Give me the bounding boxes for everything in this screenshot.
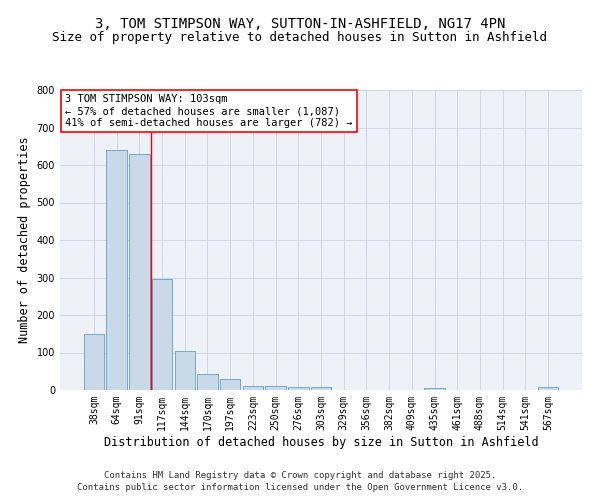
Y-axis label: Number of detached properties: Number of detached properties: [18, 136, 31, 344]
Bar: [220, 379, 241, 390]
Bar: [538, 388, 558, 390]
Bar: [129, 154, 149, 390]
Text: Contains HM Land Registry data © Crown copyright and database right 2025.: Contains HM Land Registry data © Crown c…: [104, 471, 496, 480]
Text: Contains public sector information licensed under the Open Government Licence v3: Contains public sector information licen…: [77, 484, 523, 492]
X-axis label: Distribution of detached houses by size in Sutton in Ashfield: Distribution of detached houses by size …: [104, 436, 538, 448]
Bar: [84, 334, 104, 390]
Text: Size of property relative to detached houses in Sutton in Ashfield: Size of property relative to detached ho…: [53, 31, 548, 44]
Bar: [175, 352, 195, 390]
Bar: [265, 386, 286, 390]
Bar: [106, 150, 127, 390]
Text: 3, TOM STIMPSON WAY, SUTTON-IN-ASHFIELD, NG17 4PN: 3, TOM STIMPSON WAY, SUTTON-IN-ASHFIELD,…: [95, 18, 505, 32]
Bar: [242, 386, 263, 390]
Text: 3 TOM STIMPSON WAY: 103sqm
← 57% of detached houses are smaller (1,087)
41% of s: 3 TOM STIMPSON WAY: 103sqm ← 57% of deta…: [65, 94, 353, 128]
Bar: [152, 280, 172, 390]
Bar: [288, 388, 308, 390]
Bar: [197, 374, 218, 390]
Bar: [311, 388, 331, 390]
Bar: [424, 388, 445, 390]
